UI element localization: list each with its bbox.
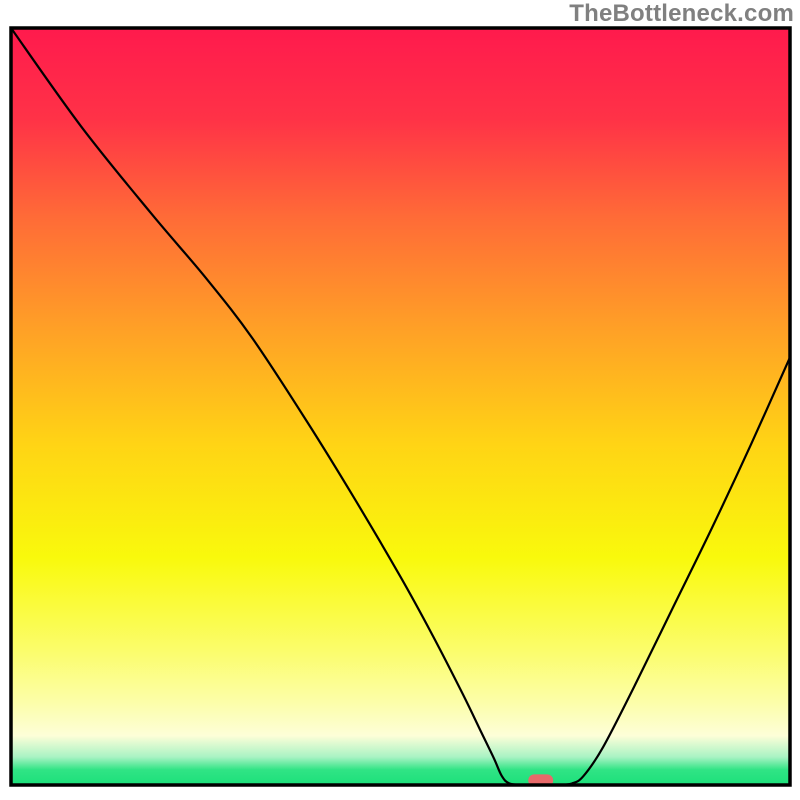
plot-background: [11, 28, 790, 785]
watermark-text: TheBottleneck.com: [569, 0, 794, 28]
bottleneck-chart: TheBottleneck.com: [0, 0, 800, 800]
chart-svg: [0, 0, 800, 800]
